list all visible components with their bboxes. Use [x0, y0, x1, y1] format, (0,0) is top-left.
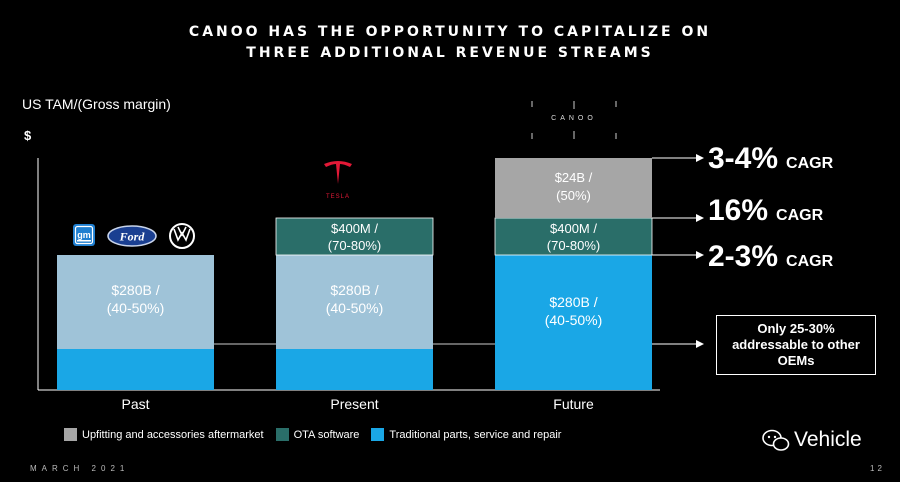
- legend-swatch-upfitting: [64, 428, 77, 441]
- tesla-logo: TESLA: [324, 161, 352, 200]
- vw-logo: [169, 223, 195, 249]
- bar-upfitting-future: [495, 158, 652, 218]
- label-traditional-present-line1: $280B /: [330, 282, 378, 298]
- label-ota-present-line1: $400M /: [331, 221, 378, 236]
- category-label-present: Present: [330, 396, 378, 412]
- ford-logo-text: Ford: [119, 230, 146, 244]
- category-label-future: Future: [553, 396, 594, 412]
- canoo-logo: CANOO: [526, 101, 622, 139]
- label-ota-future-line2: (70-80%): [547, 238, 600, 253]
- legend-swatch-ota: [275, 428, 289, 441]
- cagr-ota-value: 16%: [708, 194, 769, 227]
- bar-traditional-future: [495, 255, 652, 390]
- addressable-note: Only 25-30% addressable to other OEMs: [716, 315, 876, 375]
- watermark: Vehicle: [788, 428, 862, 452]
- slide-title: CANOO HAS THE OPPORTUNITY TO CAPITALIZE …: [0, 22, 900, 64]
- label-traditional-past-line2: (40-50%): [107, 300, 165, 316]
- wechat-icon: [762, 429, 790, 451]
- label-traditional-future-line1: $280B /: [549, 294, 597, 310]
- bar-traditional-past-upper: [57, 255, 214, 349]
- legend-item-ota: OTA software: [275, 428, 360, 441]
- arrow-cagr-traditional-head: [696, 251, 704, 259]
- y-axis-label: US TAM/(Gross margin): [22, 96, 171, 112]
- footer-date: MARCH 2021: [30, 464, 130, 473]
- arrow-addressable-head: [696, 340, 704, 348]
- legend-label-upfitting: Upfitting and accessories aftermarket: [82, 428, 264, 441]
- bar-traditional-present: [276, 349, 433, 390]
- label-traditional-past-line1: $280B /: [111, 282, 159, 298]
- cagr-traditional-suffix: CAGR: [786, 253, 834, 270]
- cagr-ota: 16% CAGR: [708, 194, 823, 228]
- title-line-2: THREE ADDITIONAL REVENUE STREAMS: [246, 45, 654, 61]
- y-axis-unit: $: [24, 128, 32, 143]
- legend-label-ota: OTA software: [293, 428, 360, 441]
- chart-legend: Upfitting and accessories aftermarket OT…: [64, 428, 573, 441]
- arrow-cagr-upfitting-head: [696, 154, 704, 162]
- canoo-logo-text: CANOO: [551, 115, 597, 122]
- cagr-ota-suffix: CAGR: [776, 207, 824, 224]
- cagr-upfitting-value: 3-4%: [708, 142, 779, 175]
- legend-swatch-traditional: [371, 428, 385, 441]
- title-line-1: CANOO HAS THE OPPORTUNITY TO CAPITALIZE …: [188, 24, 712, 40]
- category-label-past: Past: [121, 396, 149, 412]
- ford-logo: Ford: [107, 225, 157, 247]
- label-traditional-future-line2: (40-50%): [545, 312, 603, 328]
- gm-logo: gm: [73, 224, 95, 246]
- label-ota-future-line1: $400M /: [550, 221, 597, 236]
- cagr-traditional: 2-3% CAGR: [708, 240, 833, 274]
- label-upfitting-future-line1: $24B /: [555, 170, 593, 185]
- legend-item-traditional: Traditional parts, service and repair: [371, 428, 561, 441]
- label-upfitting-future-line2: (50%): [556, 188, 591, 203]
- cagr-upfitting-suffix: CAGR: [786, 155, 834, 172]
- cagr-traditional-value: 2-3%: [708, 240, 779, 273]
- watermark-text: Vehicle: [794, 428, 862, 451]
- label-traditional-present-line2: (40-50%): [326, 300, 384, 316]
- legend-label-traditional: Traditional parts, service and repair: [389, 428, 562, 441]
- arrow-cagr-ota-head: [696, 214, 704, 222]
- gm-logo-text: gm: [77, 230, 91, 240]
- bar-traditional-past: [57, 349, 214, 390]
- tesla-logo-text: TESLA: [326, 194, 350, 200]
- legend-item-upfitting: Upfitting and accessories aftermarket: [64, 428, 264, 441]
- bar-ota-present: [275, 217, 434, 256]
- bar-traditional-present-upper: [276, 255, 433, 349]
- label-ota-present-line2: (70-80%): [328, 238, 381, 253]
- cagr-upfitting: 3-4% CAGR: [708, 142, 833, 176]
- page-number: 12: [870, 464, 885, 473]
